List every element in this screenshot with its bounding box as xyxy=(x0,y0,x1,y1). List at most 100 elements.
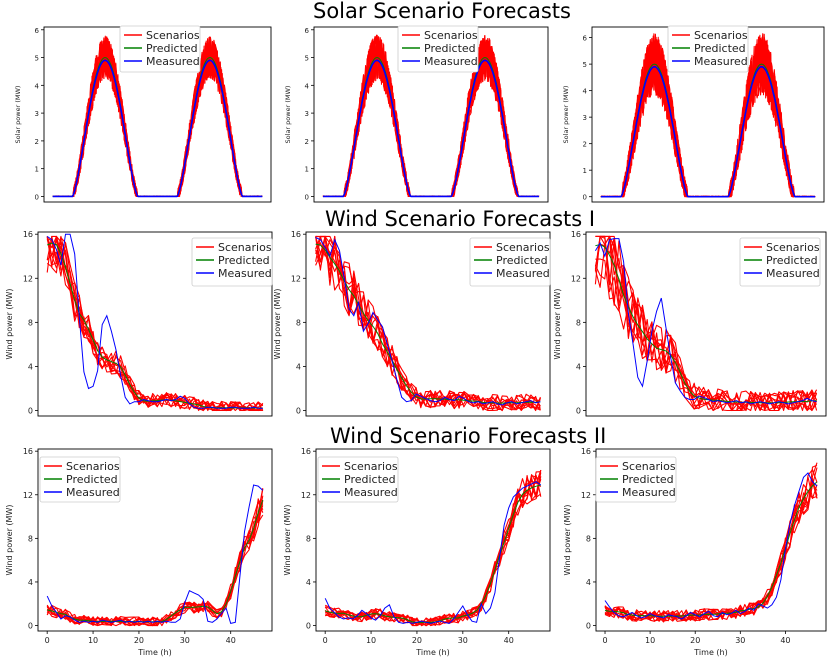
series-group xyxy=(46,484,264,627)
legend-label-measured: Measured xyxy=(496,267,550,280)
y-axis-label: Wind power (MW) xyxy=(5,289,14,360)
legend-label-scenarios: Scenarios xyxy=(424,29,478,42)
predicted-line xyxy=(315,243,541,404)
y-tick-label: 0 xyxy=(305,193,309,201)
legend-label-predicted: Predicted xyxy=(766,254,818,267)
series-group xyxy=(52,35,263,198)
measured-line xyxy=(594,238,817,405)
plot-frame xyxy=(585,231,827,417)
y-tick-label: 3 xyxy=(583,114,587,122)
scenario-line xyxy=(46,488,264,627)
legend-label-measured: Measured xyxy=(766,267,820,280)
series-group xyxy=(604,462,818,623)
y-tick-label: 0 xyxy=(28,406,33,415)
y-tick-label: 3 xyxy=(35,110,39,118)
scenario-line xyxy=(325,474,542,627)
measured-line xyxy=(604,472,818,620)
y-tick-label: 4 xyxy=(306,578,311,587)
series-group xyxy=(315,235,541,412)
y-tick-label: 6 xyxy=(305,27,310,35)
y-tick-label: 16 xyxy=(291,230,301,239)
y-tick-label: 1 xyxy=(583,167,587,175)
y-tick-label: 2 xyxy=(305,138,309,146)
y-tick-label: 12 xyxy=(291,274,301,283)
scenario-line xyxy=(46,505,264,627)
legend-label-measured: Measured xyxy=(424,55,478,68)
series-group xyxy=(600,33,816,198)
y-tick-label: 0 xyxy=(306,622,311,631)
wind-1-chart-1: 0 4 8 12 16 Wind power (MW) ScenariosPredicted… xyxy=(5,230,273,417)
predicted-line xyxy=(604,481,818,617)
y-tick-label: 0 xyxy=(28,622,33,631)
predicted-line xyxy=(595,243,817,404)
y-tick-label: 4 xyxy=(296,362,301,371)
x-tick-label: 30 xyxy=(735,636,745,645)
legend-label-predicted: Predicted xyxy=(146,42,198,55)
y-tick-label: 2 xyxy=(35,138,39,146)
legend-label-scenarios: Scenarios xyxy=(344,460,398,473)
legend-label-predicted: Predicted xyxy=(496,254,548,267)
wind-2-section-title: Wind Scenario Forecasts II xyxy=(330,424,607,448)
scenario-line xyxy=(324,471,541,627)
legend-label-scenarios: Scenarios xyxy=(496,241,550,254)
x-axis-label: Time (h) xyxy=(415,648,449,657)
x-tick-label: 40 xyxy=(226,636,236,645)
x-tick-label: 40 xyxy=(780,636,790,645)
y-tick-label: 8 xyxy=(28,318,33,327)
x-tick-label: 20 xyxy=(690,636,700,645)
legend-label-scenarios: Scenarios xyxy=(766,241,820,254)
scenario-line xyxy=(46,514,264,626)
x-tick-label: 0 xyxy=(323,636,328,645)
measured-line xyxy=(323,59,539,198)
y-tick-label: 16 xyxy=(23,447,33,456)
legend-label-scenarios: Scenarios xyxy=(622,460,676,473)
scenario-line xyxy=(46,487,264,627)
y-tick-label: 12 xyxy=(301,491,311,500)
x-tick-label: 10 xyxy=(366,636,376,645)
measured-line xyxy=(315,237,541,406)
y-tick-label: 4 xyxy=(28,362,33,371)
y-axis-label: Wind power (MW) xyxy=(553,289,562,360)
wind-2-chart-2: 0 4 8 12 16 0 10 20 30 40 Wind power (MW) Time (h) S… xyxy=(283,447,551,657)
x-tick-label: 0 xyxy=(602,636,607,645)
plot-frame xyxy=(37,448,273,632)
y-tick-label: 1 xyxy=(305,166,309,174)
predicted-line xyxy=(325,484,541,624)
legend-label-scenarios: Scenarios xyxy=(694,29,748,42)
y-tick-label: 4 xyxy=(28,578,33,587)
y-tick-label: 12 xyxy=(23,274,33,283)
legend-label-measured: Measured xyxy=(344,486,398,499)
y-tick-label: 12 xyxy=(571,274,581,283)
legend-box xyxy=(191,237,273,287)
y-tick-label: 16 xyxy=(581,447,591,456)
y-axis-label: Wind power (MW) xyxy=(273,289,282,360)
measured-line xyxy=(600,66,816,198)
solar-chart-1: 0 1 2 3 4 5 6 Solar power (MW) ScenariosPredicte… xyxy=(14,25,272,203)
legend-box xyxy=(595,456,677,503)
series-group xyxy=(322,34,540,198)
y-tick-label: 4 xyxy=(576,362,581,371)
legend-box xyxy=(739,237,821,287)
y-tick-label: 3 xyxy=(305,110,309,118)
scenario-line xyxy=(315,235,541,411)
scenario-line xyxy=(46,500,264,627)
legend-label-scenarios: Scenarios xyxy=(218,241,272,254)
y-tick-label: 4 xyxy=(35,82,40,90)
scenario-line xyxy=(46,237,263,412)
wind-1-chart-3: 0 4 8 12 16 Wind power (MW) ScenariosPredicted… xyxy=(553,230,827,417)
y-axis-label: Wind power (MW) xyxy=(5,505,14,576)
y-tick-label: 0 xyxy=(35,193,39,201)
y-axis-label: Solar power (MW) xyxy=(284,86,292,144)
scenario-line xyxy=(46,498,264,627)
predicted-line xyxy=(47,499,264,623)
wind-1-chart-2: 0 4 8 12 16 Wind power (MW) ScenariosPredicted… xyxy=(273,230,551,417)
series-group xyxy=(46,233,264,412)
scenario-line xyxy=(46,495,264,627)
scenario-line xyxy=(595,235,818,412)
x-tick-label: 10 xyxy=(645,636,655,645)
legend-box xyxy=(469,237,551,287)
